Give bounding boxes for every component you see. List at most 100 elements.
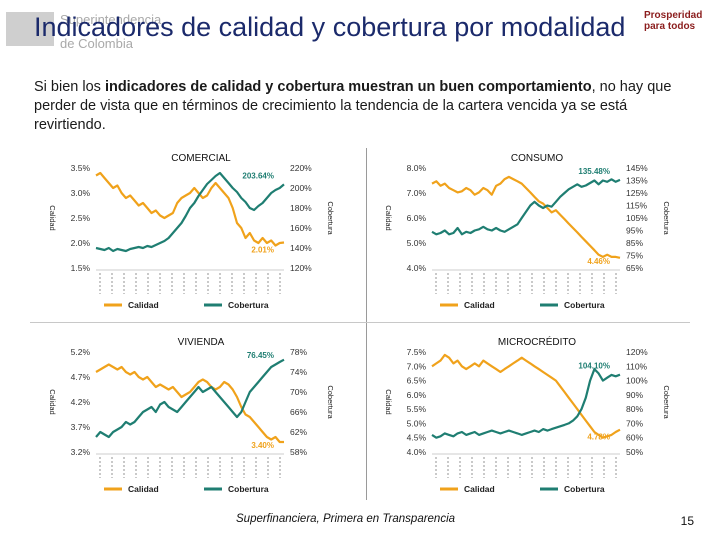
consumo-ylabel-left: Calidad [384,205,393,230]
comercial-left-tick: 1.5% [71,263,91,273]
chart-comercial-svg: COMERCIAL 3.5% 3.0% 2.5% 2.0% 1.5% 220% 200% 180… [48,153,335,310]
chart-microcredito: MICROCRÉDITO 7.5% 7.0% 6.5% 6.0% 5.5% 5.0% 4.5%… [372,334,702,499]
comercial-left-tick: 3.0% [71,188,91,198]
vivienda-ylabel-left: Calidad [48,389,57,414]
vivienda-legend-cobertura: Cobertura [228,484,269,494]
microcredito-right-tick: 70% [626,418,643,428]
vertical-divider [366,148,367,500]
microcredito-cobertura-line [431,367,621,439]
microcredito-right-tick: 60% [626,433,643,443]
microcredito-right-tick: 120% [626,347,648,357]
consumo-right-tick: 85% [626,238,643,248]
microcredito-left-tick: 5.5% [407,404,427,414]
consumo-ylabel-right: Cobertura [662,201,671,235]
chart-consumo: CONSUMO 8.0% 7.0% 6.0% 5.0% 4.0% 145% 135% 125% 1… [372,150,702,315]
microcredito-calidad-line [431,353,621,439]
vivienda-title: VIVIENDA [178,337,225,348]
vivienda-right-tick: 70% [290,387,307,397]
comercial-calidad-annotation: 2.01% [251,246,274,255]
microcredito-left-tick: 6.5% [407,376,427,386]
microcredito-right-tick: 90% [626,390,643,400]
microcredito-left-tick: 4.0% [407,447,427,457]
intro-paragraph: Si bien los indicadores de calidad y cob… [34,78,694,135]
comercial-left-tick: 2.5% [71,213,91,223]
consumo-right-tick: 105% [626,213,648,223]
microcredito-ylabel-right: Cobertura [662,385,671,419]
chart-comercial: COMERCIAL 3.5% 3.0% 2.5% 2.0% 1.5% 220% 200% 180… [36,150,366,315]
chart-vivienda-svg: VIVIENDA 5.2% 4.7% 4.2% 3.7% 3.2% 78% 74% 70% 66%… [48,337,335,494]
vivienda-calidad-annotation: 3.40% [251,441,274,450]
microcredito-legend-cobertura: Cobertura [564,484,605,494]
consumo-right-tick: 145% [626,163,648,173]
comercial-legend-calidad: Calidad [128,300,159,310]
consumo-title: CONSUMO [511,153,563,164]
vivienda-cobertura-line [95,358,285,439]
vivienda-right-tick: 66% [290,407,307,417]
comercial-ylabel-left: Calidad [48,205,57,230]
logo-left-line1: Superintendencia [60,12,162,27]
microcredito-left-tick: 4.5% [407,433,427,443]
consumo-cobertura-line [431,178,621,236]
microcredito-cobertura-annotation: 104.10% [578,362,610,371]
vivienda-left-tick: 4.7% [71,372,91,382]
comercial-calidad-line [95,171,285,247]
page-number: 15 [680,514,694,528]
horizontal-divider [30,322,690,323]
consumo-calidad-annotation: 4.46% [587,257,610,266]
comercial-right-tick: 160% [290,223,312,233]
comercial-right-tick: 200% [290,183,312,193]
vivienda-right-tick: 74% [290,367,307,377]
microcredito-left-tick: 5.0% [407,418,427,428]
consumo-right-tick: 75% [626,251,643,261]
vivienda-right-tick: 58% [290,447,307,457]
prosperidad-logo: Prosperidad para todos [644,10,714,46]
vivienda-right-tick: 78% [290,347,307,357]
microcredito-left-tick: 7.0% [407,361,427,371]
intro-text-2: , no hay que perder de vista que en térm… [34,79,672,133]
consumo-legend-calidad: Calidad [464,300,495,310]
consumo-right-tick: 125% [626,188,648,198]
microcredito-right-tick: 50% [626,447,643,457]
comercial-right-tick: 220% [290,163,312,173]
comercial-left-tick: 2.0% [71,238,91,248]
comercial-cobertura-line [95,171,285,253]
vivienda-left-tick: 5.2% [71,347,91,357]
comercial-right-tick: 120% [290,263,312,273]
vivienda-cobertura-annotation: 76.45% [247,351,274,360]
microcredito-legend-calidad: Calidad [464,484,495,494]
consumo-left-tick: 5.0% [407,238,427,248]
microcredito-title: MICROCRÉDITO [498,335,576,348]
consumo-right-tick: 95% [626,226,643,236]
consumo-cobertura-annotation: 135.48% [578,167,610,176]
vivienda-legend-calidad: Calidad [128,484,159,494]
footer-text: Superfinanciera, Primera en Transparenci… [236,513,456,525]
microcredito-right-tick: 80% [626,404,643,414]
chart-consumo-svg: CONSUMO 8.0% 7.0% 6.0% 5.0% 4.0% 145% 135% 125% 1… [384,153,671,310]
chart-vivienda: VIVIENDA 5.2% 4.7% 4.2% 3.7% 3.2% 78% 74% 70% 66%… [36,334,366,499]
vivienda-ylabel-right: Cobertura [326,385,335,419]
comercial-right-tick: 180% [290,203,312,213]
vivienda-calidad-line [95,363,284,444]
intro-text-bold: indicadores de calidad y cobertura muest… [104,79,592,95]
logo-right-line1: Prosperidad [644,10,703,21]
comercial-right-tick: 140% [290,243,312,253]
vivienda-right-tick: 62% [290,427,307,437]
microcredito-right-tick: 100% [626,376,648,386]
microcredito-left-tick: 7.5% [407,347,427,357]
comercial-cobertura-annotation: 203.64% [242,171,274,180]
vivienda-left-tick: 3.7% [71,422,91,432]
comercial-legend-cobertura: Cobertura [228,300,269,310]
microcredito-calidad-annotation: 4.78% [587,433,610,442]
consumo-left-tick: 4.0% [407,263,427,273]
consumo-right-tick: 65% [626,263,643,273]
comercial-ylabel-right: Cobertura [326,201,335,235]
consumo-left-tick: 6.0% [407,213,427,223]
consumo-right-tick: 135% [626,176,648,186]
consumo-legend-cobertura: Cobertura [564,300,605,310]
chart-microcredito-svg: MICROCRÉDITO 7.5% 7.0% 6.5% 6.0% 5.5% 5.0% 4.5%… [384,335,671,494]
logo-mark-icon [6,12,54,46]
microcredito-left-tick: 6.0% [407,390,427,400]
superintendencia-logo: Superintendencia de Colombia [4,6,204,51]
logo-left-line2: de Colombia [60,36,133,51]
intro-text-1: Si bien los [34,79,105,95]
